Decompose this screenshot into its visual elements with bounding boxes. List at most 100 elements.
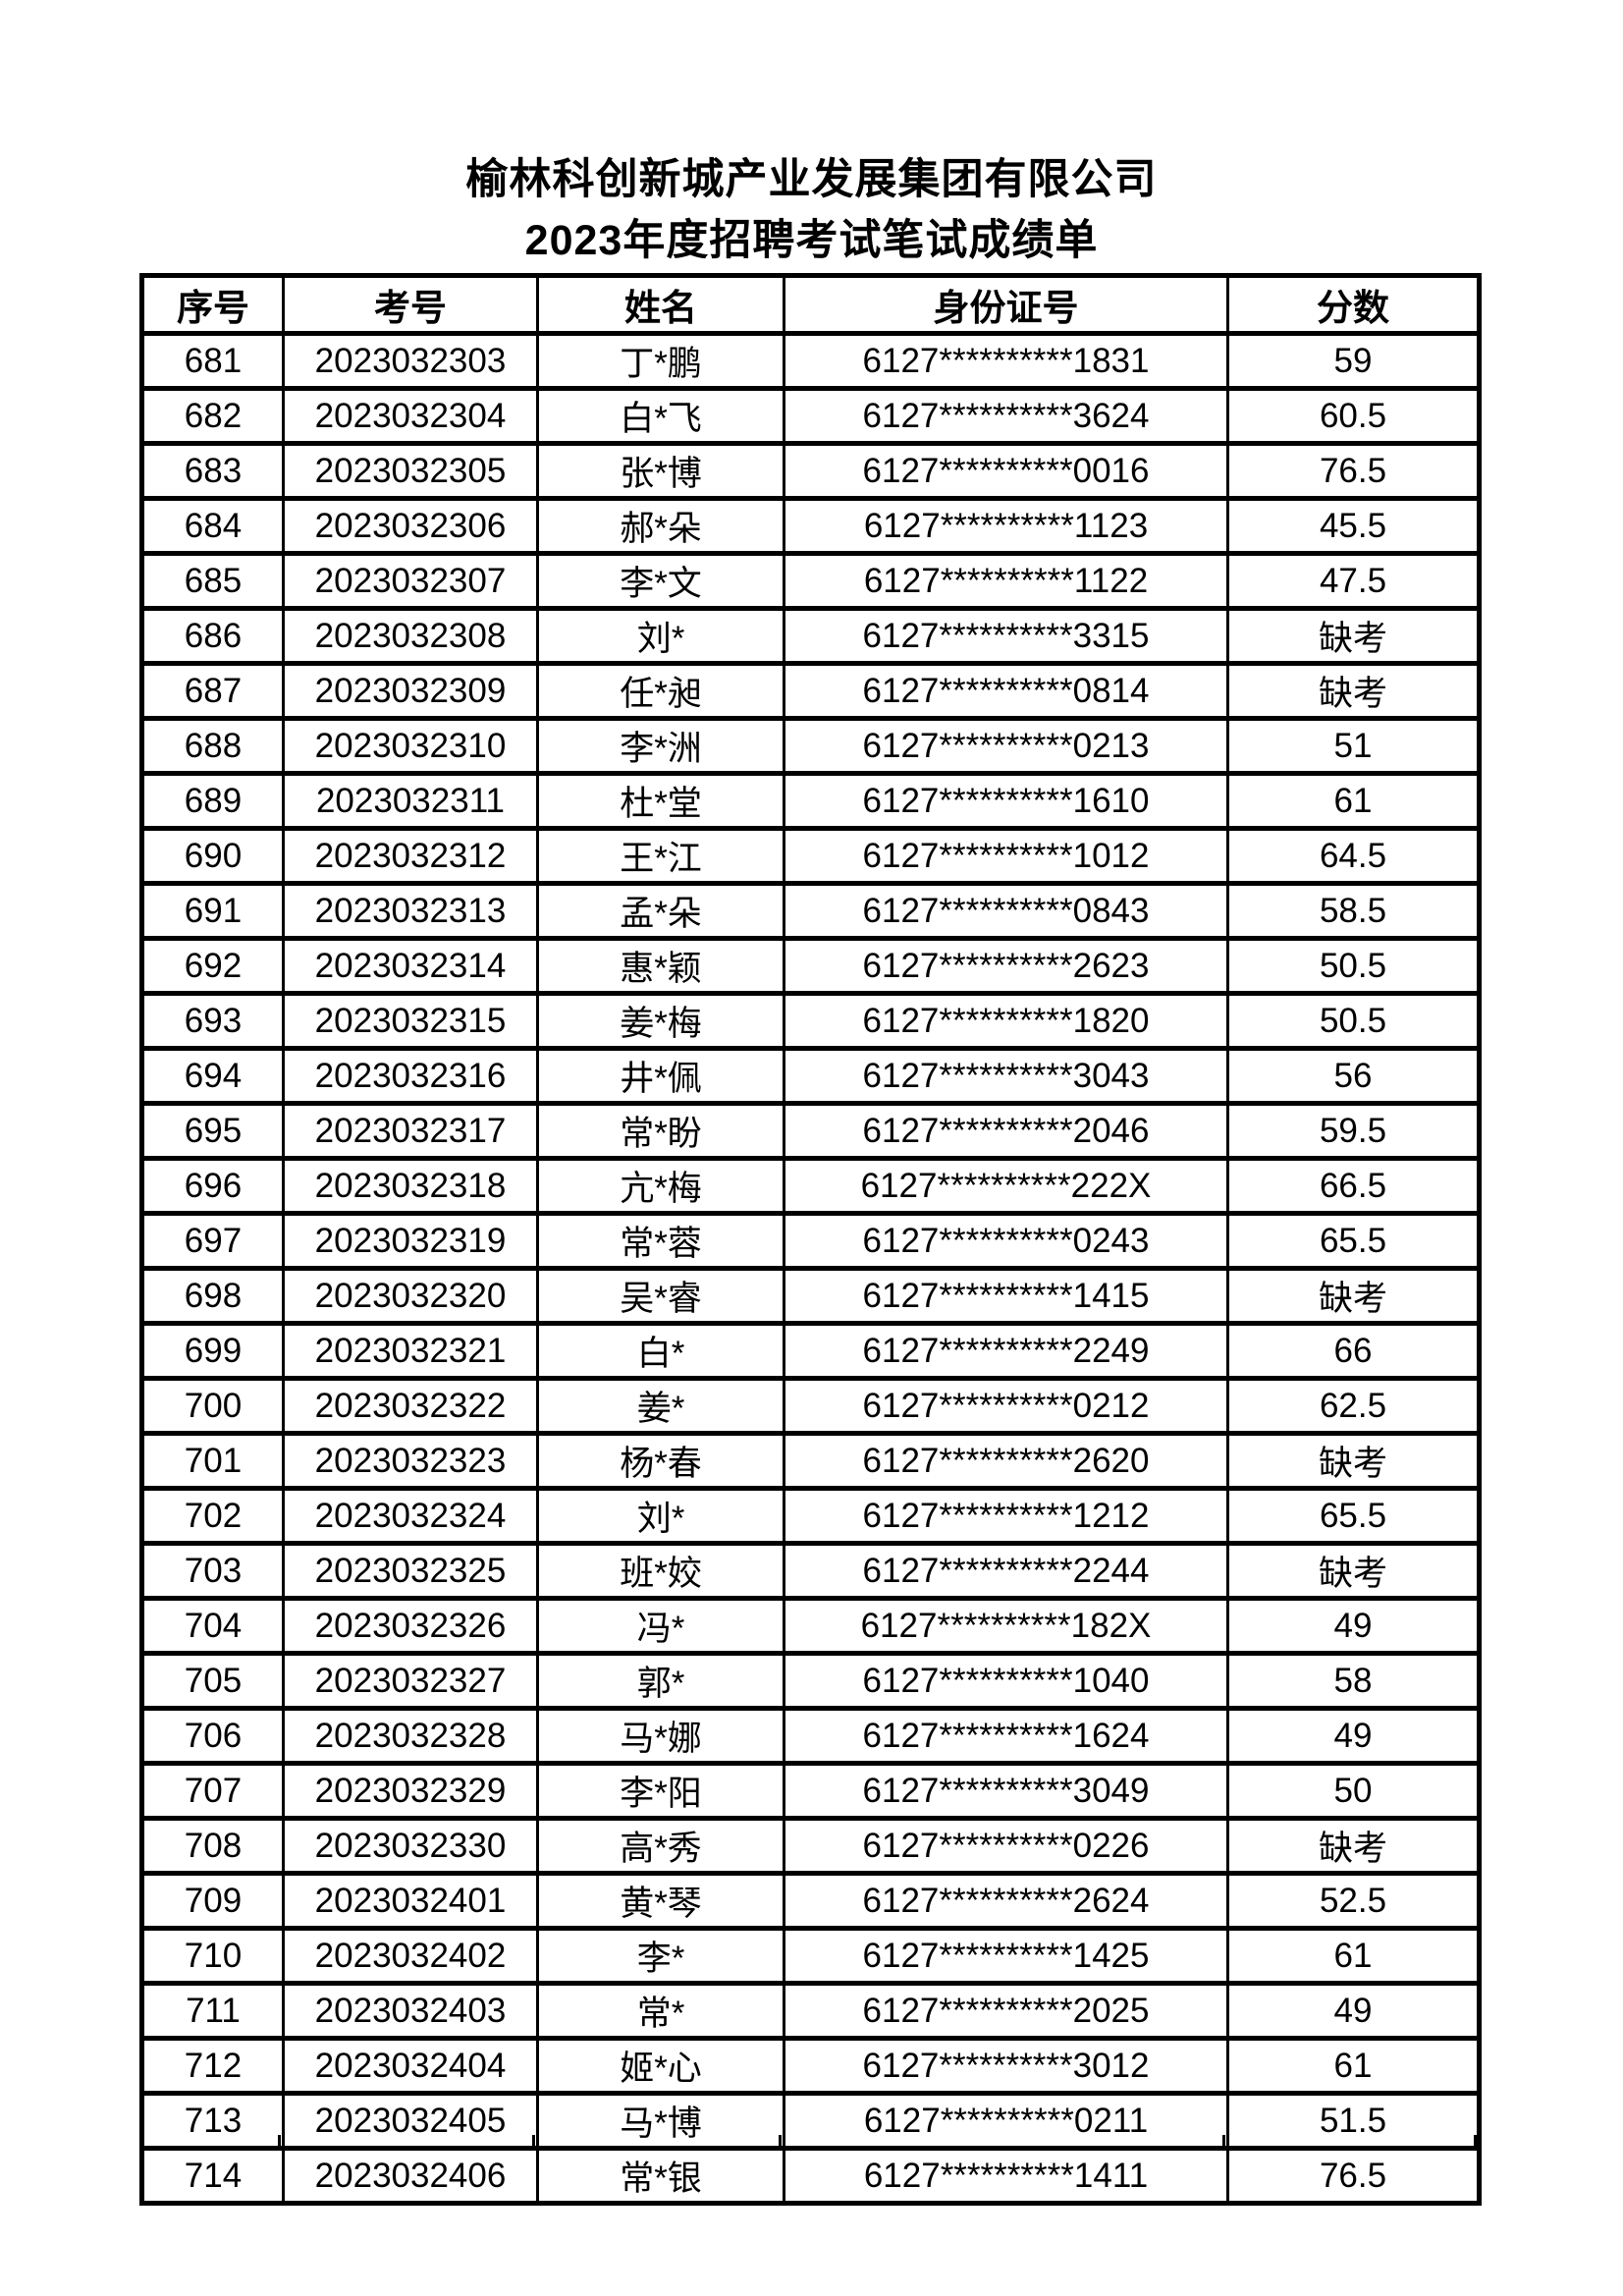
cell-serial-number: 703	[140, 1541, 285, 1601]
table-row: 684 2023032306 郝*朵 6127**********1123 45…	[140, 496, 1481, 556]
cell-score: 61	[1226, 771, 1481, 831]
cell-exam-number: 2023032401	[282, 1871, 539, 1931]
cell-id-number: 6127**********3315	[783, 606, 1229, 666]
table-row: 691 2023032313 孟*朵 6127**********0843 58…	[140, 881, 1481, 941]
cell-serial-number: 705	[140, 1651, 285, 1711]
cell-name: 亢*梅	[536, 1156, 785, 1216]
cell-score: 66	[1226, 1321, 1481, 1381]
cell-serial-number: 712	[140, 2036, 285, 2096]
table-row: 701 2023032323 杨*春 6127**********2620 缺考	[140, 1431, 1481, 1491]
cell-serial-number: 686	[140, 606, 285, 666]
cell-score: 64.5	[1226, 826, 1481, 886]
document-subtitle: 2023年度招聘考试笔试成绩单	[524, 217, 1099, 264]
table-row: 712 2023032404 姬*心 6127**********3012 61	[140, 2036, 1481, 2096]
cell-serial-number: 710	[140, 1926, 285, 1986]
cell-id-number: 6127**********1411	[783, 2146, 1229, 2206]
cell-id-number: 6127**********1012	[783, 826, 1229, 886]
table-row: 686 2023032308 刘* 6127**********3315 缺考	[140, 606, 1481, 666]
cell-exam-number: 2023032402	[282, 1926, 539, 1986]
cell-id-number: 6127**********1820	[783, 991, 1229, 1051]
score-table: 序号 考号 姓名 身份证号 分数 681 2023032303 丁*鹏 6127…	[139, 273, 1482, 2206]
cell-exam-number: 2023032328	[282, 1706, 539, 1766]
header-exam-number: 考号	[282, 273, 539, 336]
table-row: 689 2023032311 杜*堂 6127**********1610 61	[140, 771, 1481, 831]
cell-exam-number: 2023032323	[282, 1431, 539, 1491]
cell-name: 姜*梅	[536, 991, 785, 1051]
cell-name: 杨*春	[536, 1431, 785, 1491]
cell-exam-number: 2023032406	[282, 2146, 539, 2206]
cell-exam-number: 2023032318	[282, 1156, 539, 1216]
cell-id-number: 6127**********3049	[783, 1761, 1229, 1821]
cell-name: 郝*朵	[536, 496, 785, 556]
cell-score: 65.5	[1226, 1486, 1481, 1546]
table-row: 685 2023032307 李*文 6127**********1122 47…	[140, 551, 1481, 611]
cell-serial-number: 709	[140, 1871, 285, 1931]
cut-off-row-line	[779, 2135, 782, 2150]
table-row: 687 2023032309 任*昶 6127**********0814 缺考	[140, 661, 1481, 721]
cell-serial-number: 706	[140, 1706, 285, 1766]
cut-off-row-line	[139, 2135, 142, 2150]
cell-exam-number: 2023032405	[282, 2091, 539, 2151]
cell-serial-number: 697	[140, 1211, 285, 1271]
cell-name: 常*盼	[536, 1101, 785, 1161]
table-row: 711 2023032403 常* 6127**********2025 49	[140, 1981, 1481, 2041]
cell-exam-number: 2023032330	[282, 1816, 539, 1876]
cell-score: 49	[1226, 1596, 1481, 1656]
cell-id-number: 6127**********0226	[783, 1816, 1229, 1876]
table-row: 693 2023032315 姜*梅 6127**********1820 50…	[140, 991, 1481, 1051]
cell-score: 50.5	[1226, 991, 1481, 1051]
table-row: 714 2023032406 常*银 6127**********1411 76…	[140, 2146, 1481, 2206]
cell-score: 51	[1226, 716, 1481, 776]
cell-id-number: 6127**********0016	[783, 441, 1229, 501]
table-row: 696 2023032318 亢*梅 6127**********222X 66…	[140, 1156, 1481, 1216]
cell-exam-number: 2023032329	[282, 1761, 539, 1821]
cell-exam-number: 2023032322	[282, 1376, 539, 1436]
table-row: 706 2023032328 马*娜 6127**********1624 49	[140, 1706, 1481, 1766]
cell-exam-number: 2023032307	[282, 551, 539, 611]
cell-score: 59	[1226, 331, 1481, 391]
cell-serial-number: 687	[140, 661, 285, 721]
table-row: 690 2023032312 王*江 6127**********1012 64…	[140, 826, 1481, 886]
cell-serial-number: 701	[140, 1431, 285, 1491]
table-row: 692 2023032314 惠*颖 6127**********2623 50…	[140, 936, 1481, 996]
table-row: 688 2023032310 李*洲 6127**********0213 51	[140, 716, 1481, 776]
cell-exam-number: 2023032306	[282, 496, 539, 556]
cell-serial-number: 708	[140, 1816, 285, 1876]
cell-score: 62.5	[1226, 1376, 1481, 1436]
cell-exam-number: 2023032308	[282, 606, 539, 666]
cell-serial-number: 696	[140, 1156, 285, 1216]
cell-exam-number: 2023032321	[282, 1321, 539, 1381]
table-row: 695 2023032317 常*盼 6127**********2046 59…	[140, 1101, 1481, 1161]
table-row: 682 2023032304 白*飞 6127**********3624 60…	[140, 386, 1481, 446]
table-row: 705 2023032327 郭* 6127**********1040 58	[140, 1651, 1481, 1711]
cell-serial-number: 694	[140, 1046, 285, 1106]
cut-off-row-line	[278, 2135, 281, 2150]
cell-score: 50	[1226, 1761, 1481, 1821]
cell-name: 刘*	[536, 1486, 785, 1546]
cell-exam-number: 2023032310	[282, 716, 539, 776]
cell-id-number: 6127**********2623	[783, 936, 1229, 996]
cell-score: 61	[1226, 1926, 1481, 1986]
header-score: 分数	[1226, 273, 1481, 336]
cell-name: 张*博	[536, 441, 785, 501]
cell-score: 45.5	[1226, 496, 1481, 556]
cell-id-number: 6127**********0213	[783, 716, 1229, 776]
cell-name: 李*洲	[536, 716, 785, 776]
cell-name: 常*	[536, 1981, 785, 2041]
cell-serial-number: 695	[140, 1101, 285, 1161]
cell-score: 59.5	[1226, 1101, 1481, 1161]
table-row: 694 2023032316 井*佩 6127**********3043 56	[140, 1046, 1481, 1106]
table-row: 704 2023032326 冯* 6127**********182X 49	[140, 1596, 1481, 1656]
cell-serial-number: 685	[140, 551, 285, 611]
cell-exam-number: 2023032312	[282, 826, 539, 886]
cell-serial-number: 713	[140, 2091, 285, 2151]
cell-name: 白*	[536, 1321, 785, 1381]
cell-id-number: 6127**********1123	[783, 496, 1229, 556]
cell-id-number: 6127**********1624	[783, 1706, 1229, 1766]
cell-score: 76.5	[1226, 441, 1481, 501]
cell-id-number: 6127**********1831	[783, 331, 1229, 391]
cell-id-number: 6127**********2249	[783, 1321, 1229, 1381]
cell-name: 井*佩	[536, 1046, 785, 1106]
cell-id-number: 6127**********2620	[783, 1431, 1229, 1491]
cell-score: 66.5	[1226, 1156, 1481, 1216]
